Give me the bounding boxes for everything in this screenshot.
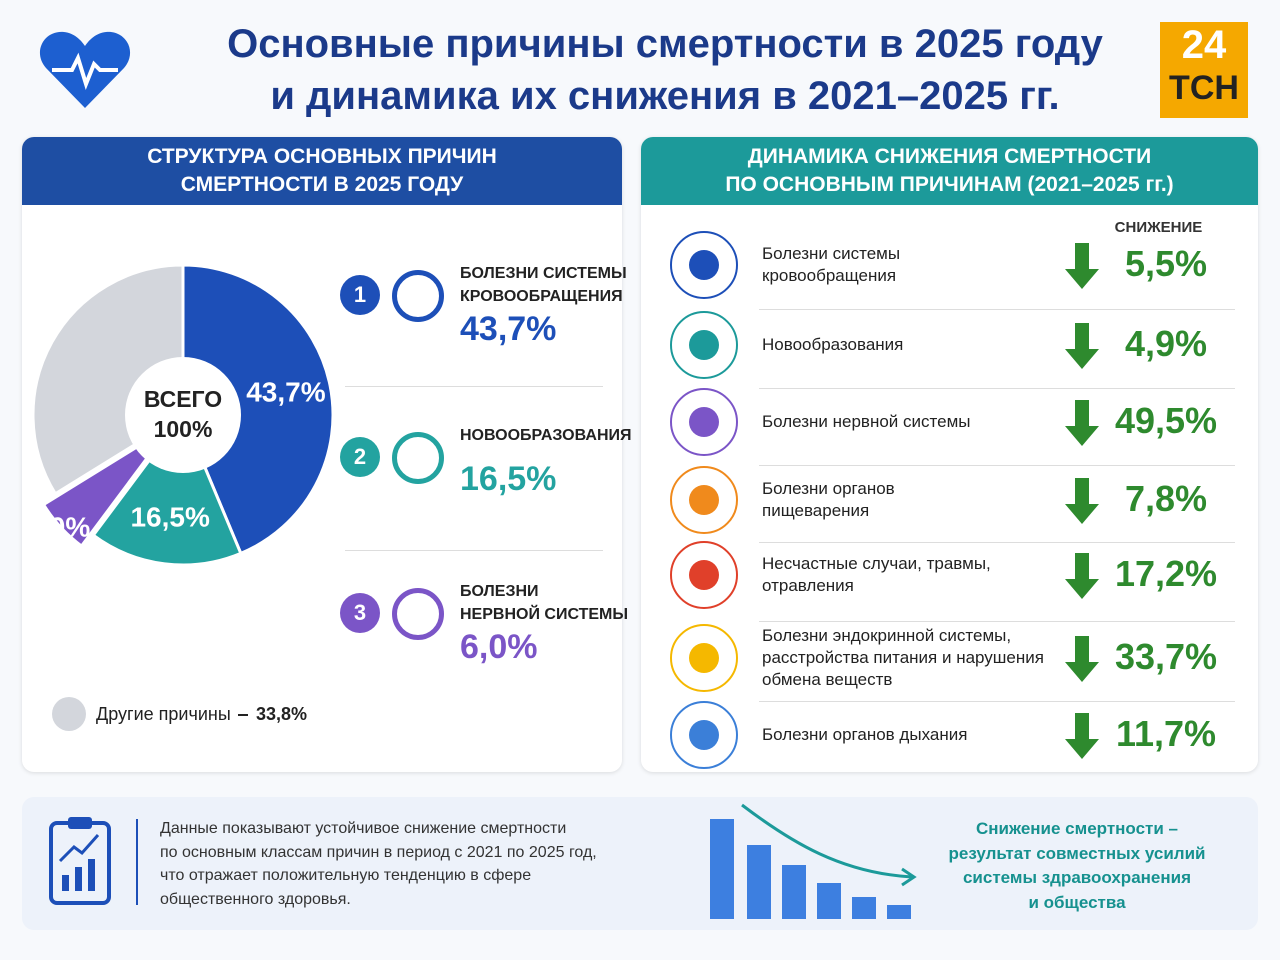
footer: Данные показывают устойчивое снижение см… — [22, 797, 1258, 930]
item-icon — [670, 624, 738, 692]
item-reduction: 11,7% — [1115, 713, 1217, 754]
pie-slice — [41, 424, 173, 549]
legend-value: 6,0% — [460, 628, 538, 666]
item-name: Болезни органов дыхания — [762, 725, 968, 744]
legend-name: Другие причины — [96, 704, 231, 724]
legend-swatch — [52, 697, 86, 731]
slice-label: 6,0% — [26, 512, 90, 543]
column-header: СНИЖЕНИЕ — [1114, 219, 1203, 236]
legend-icon — [392, 588, 444, 640]
down-arrow — [1065, 323, 1099, 369]
legend-icon — [392, 432, 444, 484]
legend-name: НОВООБРАЗОВАНИЯ — [460, 427, 632, 444]
item-reduction: 5,5% — [1124, 243, 1208, 284]
logo-top: 24 — [1181, 23, 1227, 67]
down-arrow — [1065, 553, 1099, 599]
item-icon-core — [689, 720, 719, 750]
panel-title: СТРУКТУРА ОСНОВНЫХ ПРИЧИН СМЕРТНОСТИ В 2… — [22, 137, 622, 205]
down-arrow — [1065, 243, 1099, 289]
dynamics-panel: ДИНАМИКА СНИЖЕНИЯ СМЕРТНОСТИ ПО ОСНОВНЫМ… — [641, 137, 1258, 772]
item-reduction: 33,7% — [1114, 636, 1218, 677]
legend-value: 33,8% — [256, 704, 308, 724]
item-name: Болезни органов пищеварения — [762, 479, 895, 520]
down-arrow — [1065, 400, 1099, 446]
arrow-shape — [1065, 243, 1099, 289]
rank-badge: 3 — [340, 593, 380, 633]
item-name: Несчастные случаи, травмы, отравления — [762, 554, 991, 595]
item-name: Новообразования — [762, 335, 904, 354]
pie-slice — [91, 411, 243, 567]
slice-label: 16,5% — [130, 502, 209, 533]
item-icon-core — [689, 250, 719, 280]
arrow-shape — [1065, 636, 1099, 682]
pie-chart: 43,7% 16,5% 6,0% ВСЕГО 100% — [26, 263, 335, 567]
legend-dash — [238, 714, 248, 716]
legend-value: 43,7% — [460, 310, 557, 348]
down-arrow — [1065, 636, 1099, 682]
item-reduction: 7,8% — [1124, 478, 1208, 519]
separator — [345, 550, 603, 551]
item-icon — [670, 311, 738, 379]
legend-name: БОЛЕЗНИ НЕРВНОЙ СИСТЕМЫ — [460, 583, 629, 623]
page-title: Основные причины смертности в 2025 году … — [227, 22, 1103, 118]
item-icon-core — [689, 560, 719, 590]
footer-conclusion: Снижение смертности – результат совместн… — [948, 819, 1206, 912]
pie-slice — [181, 263, 335, 556]
heart-icon — [39, 31, 131, 108]
item-name: Болезни нервной системы — [762, 412, 971, 431]
item-name: Болезни системы кровообращения — [762, 244, 901, 285]
clipboard-icon — [49, 817, 111, 905]
legend-name: БОЛЕЗНИ СИСТЕМЫ КРОВООБРАЩЕНИЯ — [460, 265, 627, 305]
panel-title: ДИНАМИКА СНИЖЕНИЯ СМЕРТНОСТИ ПО ОСНОВНЫМ… — [641, 137, 1258, 205]
center-label: ВСЕГО 100% — [144, 386, 222, 442]
rank-badge: 2 — [340, 437, 380, 477]
arrow-shape — [1065, 323, 1099, 369]
legend-icon — [392, 270, 444, 322]
item-reduction: 49,5% — [1114, 400, 1218, 441]
arrow-shape — [1065, 400, 1099, 446]
separator — [759, 387, 1235, 389]
item-icon-core — [689, 485, 719, 515]
down-arrow — [1065, 713, 1099, 759]
rank-badge: 1 — [340, 275, 380, 315]
pie-hole — [125, 357, 241, 473]
item-reduction: 17,2% — [1114, 553, 1218, 594]
separator — [759, 309, 1235, 310]
arrow-shape — [1065, 553, 1099, 599]
down-arrow — [1065, 478, 1099, 524]
arrow-shape — [1065, 713, 1099, 759]
slice-label: 43,7% — [246, 377, 325, 408]
separator — [759, 541, 1235, 543]
footer-note: Данные показывают устойчивое снижение см… — [160, 820, 597, 908]
item-icon-core — [689, 643, 719, 673]
separator — [759, 465, 1235, 466]
dynamics-list: Болезни системы кровообращения 5,5% Новооб… — [641, 205, 1258, 772]
legend-value: 16,5% — [460, 460, 557, 498]
item-icon-core — [689, 407, 719, 437]
item-name: Болезни эндокринной системы, расстройств… — [762, 626, 1044, 689]
separator — [759, 620, 1235, 622]
separator — [759, 700, 1235, 702]
logo: 24 ТСН — [1160, 22, 1248, 118]
arrow-shape — [1065, 478, 1099, 524]
divider — [136, 819, 138, 905]
item-reduction: 4,9% — [1124, 323, 1208, 364]
separator — [345, 386, 603, 387]
decline-graphic — [710, 803, 917, 919]
logo-bottom: ТСН — [1169, 69, 1239, 107]
item-icon-core — [689, 330, 719, 360]
